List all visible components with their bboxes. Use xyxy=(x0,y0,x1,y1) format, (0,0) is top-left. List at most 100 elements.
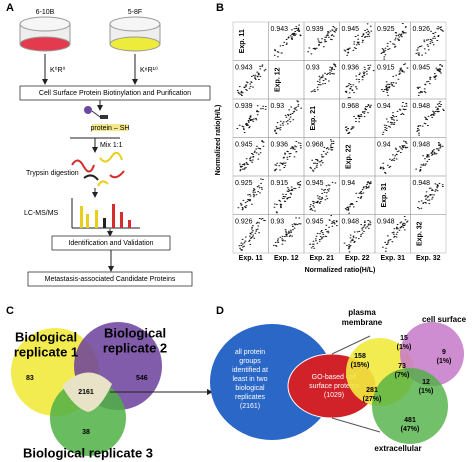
region-count: (1%) xyxy=(437,358,452,365)
scatter-cloud xyxy=(307,26,338,55)
correlation: 0.925 xyxy=(235,180,253,187)
scatter-cloud xyxy=(237,178,264,211)
y-axis-label: Normalized ratio(H/L) xyxy=(215,105,222,176)
go-text: (1029) xyxy=(324,392,344,399)
correlation: 0.936 xyxy=(271,141,289,148)
biotin-icon xyxy=(84,106,128,131)
isotope-label: K⁰R⁰ xyxy=(50,66,66,74)
scatter-cloud xyxy=(309,215,338,249)
panel-label: C xyxy=(6,305,14,317)
scatter-cloud xyxy=(379,140,409,174)
venn-circle xyxy=(50,380,126,456)
scatter-cloud xyxy=(343,23,373,56)
set-label: replicate 2 xyxy=(103,340,167,355)
scatter-cloud xyxy=(380,23,407,60)
count: 2161 xyxy=(78,389,94,396)
region-count: 9 xyxy=(442,349,446,356)
group-text: replicates xyxy=(235,394,265,401)
region-count: 15 xyxy=(400,335,408,342)
correlation: 0.943 xyxy=(235,64,253,71)
region-count: 73 xyxy=(398,363,406,370)
isotope-label: K⁸R¹⁰ xyxy=(140,66,158,74)
step: Trypsin digestion xyxy=(26,170,79,177)
x-tick-label: Exp. 31 xyxy=(380,255,405,262)
region-count: 481 xyxy=(404,417,416,424)
correlation: 0.968 xyxy=(306,141,324,148)
set-label: cell surface xyxy=(422,315,467,324)
scatter-cloud xyxy=(236,64,267,96)
correlation: 0.945 xyxy=(342,26,360,33)
row-label: Exp. 31 xyxy=(381,183,388,208)
scatter-cloud xyxy=(273,24,302,58)
correlation: 0.93 xyxy=(271,103,285,110)
row-label: Exp. 11 xyxy=(239,29,246,53)
x-tick-label: Exp. 21 xyxy=(309,255,334,262)
scatter-cloud xyxy=(309,139,335,172)
correlation: 0.945 xyxy=(306,180,324,187)
correlation: 0.93 xyxy=(306,64,320,71)
tag-label: protein – SH xyxy=(91,125,130,132)
correlation: 0.943 xyxy=(271,26,289,33)
region-count: (47%) xyxy=(401,426,420,433)
step-box xyxy=(27,271,193,287)
scatter-cloud xyxy=(344,104,372,134)
scatter-cloud xyxy=(344,64,375,99)
count: 38 xyxy=(82,429,90,436)
dish xyxy=(19,16,71,52)
scatter-cloud xyxy=(236,105,267,133)
scatter-cloud xyxy=(239,140,265,172)
region-count: 158 xyxy=(354,353,366,360)
scatter-cloud xyxy=(415,26,444,56)
set-label: Biological xyxy=(15,329,77,344)
panel-label: D xyxy=(216,305,224,317)
correlation: 0.925 xyxy=(377,26,395,33)
scatter-cloud xyxy=(416,101,445,136)
spectrum xyxy=(71,198,140,229)
panel-label: A xyxy=(6,2,14,14)
connector xyxy=(331,417,381,433)
row-label: Exp. 21 xyxy=(310,106,317,131)
region-count: 12 xyxy=(422,379,430,386)
connector xyxy=(331,335,371,355)
step: Cell Surface Protein Biotinylation and P… xyxy=(39,90,191,97)
venn-circle xyxy=(372,368,448,444)
correlation: 0.948 xyxy=(413,180,431,187)
correlation: 0.945 xyxy=(235,141,253,148)
scatter-cloud xyxy=(274,100,303,134)
go-text: surface proteins xyxy=(309,383,359,390)
group-text: biological xyxy=(235,385,265,392)
x-axis-label: Normalized ratio(H/L) xyxy=(305,267,376,274)
scatter-cloud xyxy=(272,217,302,247)
count: 83 xyxy=(26,375,34,382)
correlation: 0.948 xyxy=(377,218,395,225)
region-count: (1%) xyxy=(419,388,434,395)
scatter-cloud xyxy=(309,181,337,212)
scatter-cloud xyxy=(274,141,302,172)
correlation: 0.948 xyxy=(413,141,431,148)
region-count: (27%) xyxy=(363,396,382,403)
group-text: least in two xyxy=(232,376,267,383)
step: Metastasis-associated Candidate Proteins xyxy=(45,276,176,283)
correlation: 0.915 xyxy=(271,180,289,187)
x-tick-label: Exp. 22 xyxy=(345,255,370,262)
correlation: 0.948 xyxy=(342,218,360,225)
set-label: membrane xyxy=(342,318,383,327)
set-label: Biological xyxy=(104,325,166,340)
correlation: 0.915 xyxy=(377,64,395,71)
all-groups-ellipse xyxy=(210,324,334,440)
correlation: 0.926 xyxy=(413,26,431,33)
region-count: 281 xyxy=(366,387,378,394)
set-label: Biological replicate 3 xyxy=(23,445,153,460)
set-label: replicate 1 xyxy=(14,344,78,359)
correlation: 0.939 xyxy=(235,103,253,110)
row-label: Exp. 22 xyxy=(345,144,352,169)
scatter-cloud xyxy=(382,216,409,252)
step: Mix 1:1 xyxy=(100,142,123,149)
correlation: 0.945 xyxy=(306,218,324,225)
row-label: Exp. 12 xyxy=(274,67,281,92)
scatter-cloud xyxy=(310,63,337,93)
region-count: (15%) xyxy=(351,362,370,369)
panel-label: B xyxy=(216,2,224,14)
row-label: Exp. 32 xyxy=(416,221,423,246)
scatter-cloud xyxy=(238,218,266,251)
